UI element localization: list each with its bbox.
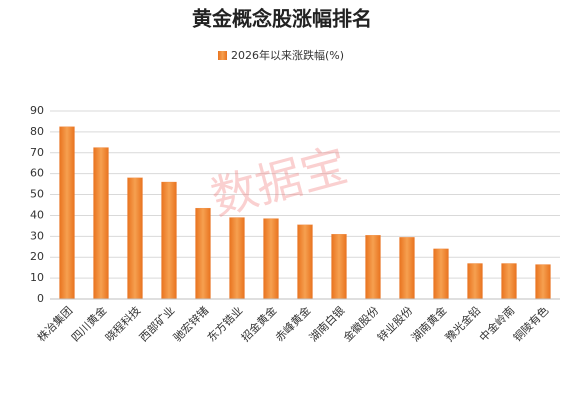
- x-tick-label: 金徽股份: [340, 303, 381, 344]
- bar: [93, 147, 109, 300]
- y-tick-label: 0: [37, 292, 44, 305]
- bar: [501, 263, 517, 300]
- bar: [331, 234, 347, 300]
- x-tick-label: 锌业股份: [374, 303, 415, 344]
- x-tick-label: 豫光金铅: [442, 303, 483, 344]
- bar: [59, 126, 75, 300]
- x-tick-label: 赤峰黄金: [272, 303, 313, 344]
- chart-title: 黄金概念股涨幅排名: [192, 7, 372, 31]
- legend-label: 2026年以来涨跌幅(%): [231, 48, 344, 62]
- x-tick-label: 中金岭南: [476, 303, 517, 344]
- y-tick-label: 40: [30, 208, 44, 221]
- legend-swatch: [218, 51, 227, 60]
- x-tick-label: 株冶集团: [34, 303, 75, 344]
- bar: [161, 181, 177, 300]
- y-tick-label: 10: [30, 271, 44, 284]
- watermark: 数据宝: [205, 138, 352, 226]
- bar: [127, 177, 143, 300]
- x-tick-label: 四川黄金: [68, 303, 109, 344]
- x-tick-label: 晓程科技: [102, 303, 143, 344]
- bar: [263, 218, 279, 300]
- bar: [297, 224, 313, 300]
- y-tick-label: 70: [30, 146, 44, 159]
- y-tick-label: 30: [30, 229, 44, 242]
- bar: [535, 264, 551, 300]
- bar: [195, 207, 211, 300]
- bar: [365, 235, 381, 300]
- bar: [433, 248, 449, 300]
- y-tick-label: 20: [30, 250, 44, 263]
- bar: [467, 263, 483, 300]
- y-tick-label: 60: [30, 167, 44, 180]
- x-tick-label: 湖南黄金: [408, 303, 449, 344]
- x-tick-label: 湖南白银: [306, 303, 347, 344]
- bar: [229, 217, 245, 300]
- x-tick-label: 驰宏锌锗: [170, 303, 211, 344]
- bar: [399, 237, 415, 300]
- y-tick-label: 50: [30, 188, 44, 201]
- x-tick-label: 招金黄金: [238, 303, 279, 344]
- y-tick-label: 80: [30, 125, 44, 138]
- y-tick-label: 90: [30, 104, 44, 117]
- x-tick-label: 东方锆业: [204, 303, 245, 344]
- x-tick-label: 西部矿业: [136, 303, 177, 344]
- x-tick-label: 铜陵有色: [510, 303, 551, 344]
